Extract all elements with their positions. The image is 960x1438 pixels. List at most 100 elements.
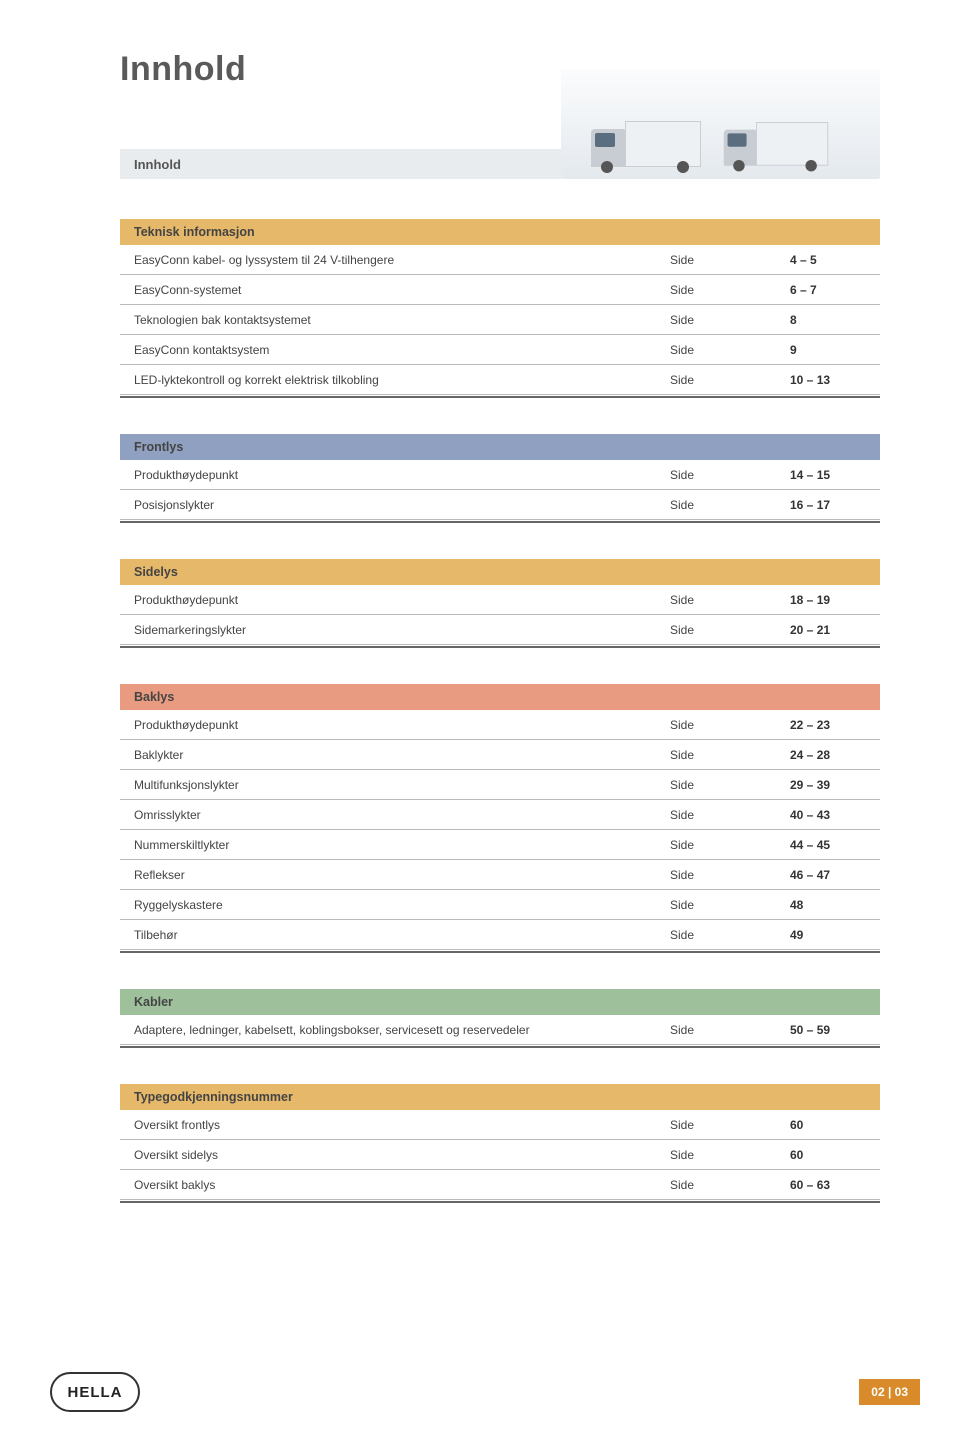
brand-logo: HELLA — [50, 1372, 140, 1412]
section-end-rule — [120, 394, 880, 398]
toc-row-label: EasyConn kontaktsystem — [120, 343, 670, 357]
toc-row-side: Side — [670, 928, 790, 942]
toc-row-label: Multifunksjonslykter — [120, 778, 670, 792]
toc-row-page: 16 – 17 — [790, 498, 880, 512]
toc-row: RyggelyskastereSide48 — [120, 890, 880, 920]
toc-row: MultifunksjonslykterSide29 – 39 — [120, 770, 880, 800]
hero-label: Innhold — [134, 157, 181, 172]
toc-section: SidelysProdukthøydepunktSide18 – 19Sidem… — [120, 559, 880, 648]
toc-section: TypegodkjenningsnummerOversikt frontlysS… — [120, 1084, 880, 1203]
toc-row-label: Reflekser — [120, 868, 670, 882]
toc-row: EasyConn-systemetSide6 – 7 — [120, 275, 880, 305]
toc-row-label: LED-lyktekontroll og korrekt elektrisk t… — [120, 373, 670, 387]
toc-row-page: 29 – 39 — [790, 778, 880, 792]
toc-row-side: Side — [670, 1178, 790, 1192]
toc-row: Oversikt baklysSide60 – 63 — [120, 1170, 880, 1200]
toc-row-label: Produkthøydepunkt — [120, 593, 670, 607]
toc-row-side: Side — [670, 898, 790, 912]
toc-row-page: 4 – 5 — [790, 253, 880, 267]
toc-row-label: Oversikt baklys — [120, 1178, 670, 1192]
toc-row: PosisjonslykterSide16 – 17 — [120, 490, 880, 520]
toc-row-label: EasyConn-systemet — [120, 283, 670, 297]
toc-row: EasyConn kabel- og lyssystem til 24 V-ti… — [120, 245, 880, 275]
toc-row-label: Ryggelyskastere — [120, 898, 670, 912]
toc-row: BaklykterSide24 – 28 — [120, 740, 880, 770]
footer: HELLA 02 | 03 — [0, 1372, 960, 1412]
toc-row-page: 50 – 59 — [790, 1023, 880, 1037]
toc-row-page: 22 – 23 — [790, 718, 880, 732]
truck-icon — [724, 116, 829, 165]
section-header: Baklys — [120, 684, 880, 710]
section-end-rule — [120, 1199, 880, 1203]
truck-icon — [591, 115, 701, 167]
toc-row: EasyConn kontaktsystemSide9 — [120, 335, 880, 365]
toc-row-page: 8 — [790, 313, 880, 327]
toc-row-side: Side — [670, 1023, 790, 1037]
toc-row: Teknologien bak kontaktsystemetSide8 — [120, 305, 880, 335]
toc-row-page: 9 — [790, 343, 880, 357]
toc-row: TilbehørSide49 — [120, 920, 880, 950]
toc-row-side: Side — [670, 1148, 790, 1162]
toc-row-page: 40 – 43 — [790, 808, 880, 822]
toc-row-side: Side — [670, 253, 790, 267]
toc-row: ProdukthøydepunktSide18 – 19 — [120, 585, 880, 615]
toc-row-page: 46 – 47 — [790, 868, 880, 882]
toc-row-page: 20 – 21 — [790, 623, 880, 637]
toc-row-page: 18 – 19 — [790, 593, 880, 607]
toc-row-page: 24 – 28 — [790, 748, 880, 762]
toc-row-side: Side — [670, 778, 790, 792]
toc-row-page: 60 — [790, 1148, 880, 1162]
toc-row-side: Side — [670, 718, 790, 732]
toc-row-label: Oversikt frontlys — [120, 1118, 670, 1132]
toc-row-page: 60 — [790, 1118, 880, 1132]
section-header: Kabler — [120, 989, 880, 1015]
toc-row-side: Side — [670, 748, 790, 762]
toc-row: SidemarkeringslykterSide20 – 21 — [120, 615, 880, 645]
toc-row-label: Omrisslykter — [120, 808, 670, 822]
toc-section: Kabler Adaptere, ledninger, kabelsett, ko… — [120, 989, 880, 1048]
toc-row-side: Side — [670, 313, 790, 327]
section-end-rule — [120, 1044, 880, 1048]
toc-section: FrontlysProdukthøydepunktSide14 – 15Posi… — [120, 434, 880, 523]
toc-row: ReflekserSide46 – 47 — [120, 860, 880, 890]
section-header: Sidelys — [120, 559, 880, 585]
section-header: Frontlys — [120, 434, 880, 460]
toc-row-label: Posisjonslykter — [120, 498, 670, 512]
toc-row-side: Side — [670, 498, 790, 512]
toc-row-label: Adaptere, ledninger, kabelsett, koblings… — [120, 1023, 670, 1037]
toc-row-label: Produkthøydepunkt — [120, 718, 670, 732]
toc-row: ProdukthøydepunktSide22 – 23 — [120, 710, 880, 740]
section-end-rule — [120, 519, 880, 523]
toc-row: Adaptere, ledninger, kabelsett, koblings… — [120, 1015, 880, 1045]
toc-row: Oversikt frontlysSide60 — [120, 1110, 880, 1140]
toc-row-side: Side — [670, 808, 790, 822]
toc-row-page: 10 – 13 — [790, 373, 880, 387]
toc-row-label: Baklykter — [120, 748, 670, 762]
toc-row-page: 44 – 45 — [790, 838, 880, 852]
sections-container: Teknisk informasjon EasyConn kabel- og ly… — [120, 219, 880, 1203]
toc-row-label: Oversikt sidelys — [120, 1148, 670, 1162]
toc-row: OmrisslykterSide40 – 43 — [120, 800, 880, 830]
toc-row-side: Side — [670, 868, 790, 882]
toc-section: BaklysProdukthøydepunktSide22 – 23Baklyk… — [120, 684, 880, 953]
toc-row: LED-lyktekontroll og korrekt elektrisk t… — [120, 365, 880, 395]
toc-row-label: Produkthøydepunkt — [120, 468, 670, 482]
toc-row-label: EasyConn kabel- og lyssystem til 24 V-ti… — [120, 253, 670, 267]
toc-row-label: Nummerskiltlykter — [120, 838, 670, 852]
section-header: Teknisk informasjon — [120, 219, 880, 245]
toc-row: ProdukthøydepunktSide14 – 15 — [120, 460, 880, 490]
toc-row-side: Side — [670, 838, 790, 852]
toc-section: Teknisk informasjon EasyConn kabel- og ly… — [120, 219, 880, 398]
toc-row-label: Sidemarkeringslykter — [120, 623, 670, 637]
toc-row-side: Side — [670, 283, 790, 297]
toc-row-page: 6 – 7 — [790, 283, 880, 297]
toc-row-side: Side — [670, 1118, 790, 1132]
toc-row-page: 14 – 15 — [790, 468, 880, 482]
toc-row-side: Side — [670, 623, 790, 637]
toc-row-side: Side — [670, 343, 790, 357]
toc-row-side: Side — [670, 373, 790, 387]
toc-row-page: 48 — [790, 898, 880, 912]
hero-label-bar: Innhold — [120, 149, 561, 179]
page-number-badge: 02 | 03 — [859, 1379, 920, 1405]
toc-row-label: Tilbehør — [120, 928, 670, 942]
